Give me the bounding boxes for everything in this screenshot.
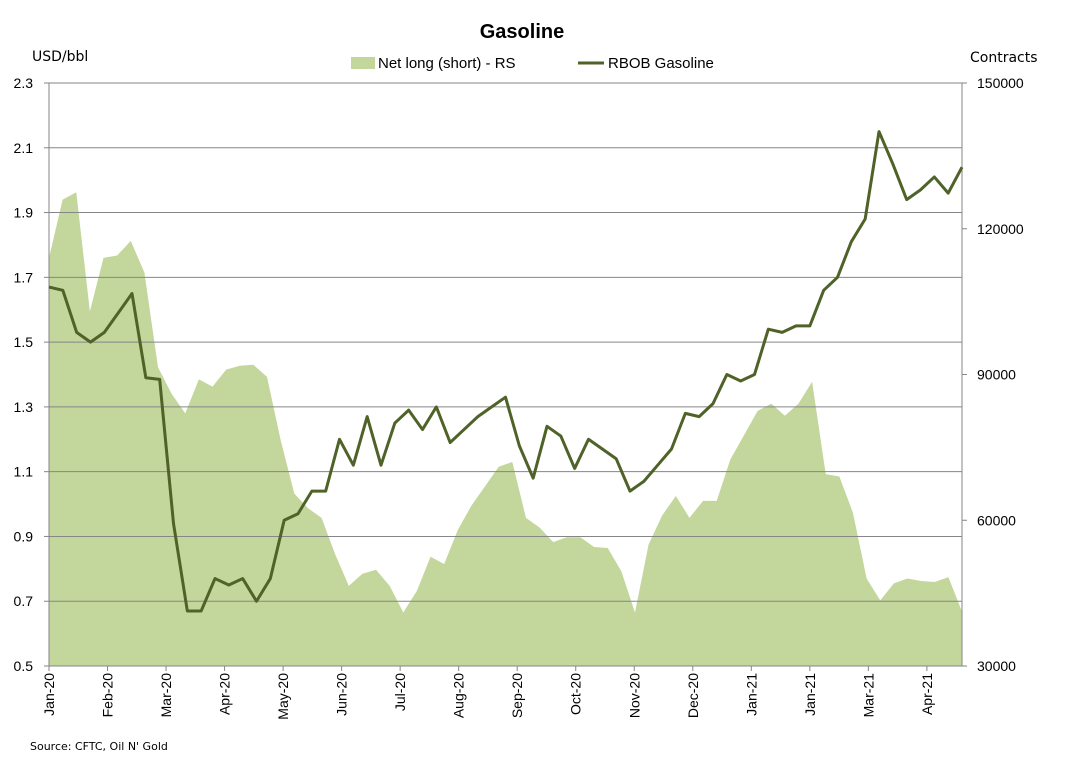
left-tick-label: 1.3 [14,399,34,415]
right-tick-label: 90000 [977,367,1016,383]
plot-area: 0.5 0.7 0.9 1.1 1.3 1.5 1.7 1.9 2.1 2.3 30000 60000… [14,75,1024,720]
x-tick-label: Mar-21 [860,673,876,718]
right-tick-label: 150000 [977,75,1024,91]
legend: Net long (short) - RS RBOB Gasoline [351,55,714,72]
x-tick-label: Aug-20 [451,673,467,718]
x-tick-label: Jun-20 [334,673,350,716]
right-tick-label: 30000 [977,658,1016,674]
legend-label-rbob: RBOB Gasoline [608,55,714,72]
x-tick-label: Mar-20 [158,673,174,718]
left-tick-label: 1.7 [14,269,34,285]
x-tick-label: Apr-21 [919,673,935,715]
x-tick-label: Jan-20 [41,673,57,716]
x-tick-label: Dec-20 [685,673,701,718]
left-tick-label: 0.9 [14,528,34,544]
x-tick-label: Jan-21 [802,673,818,716]
left-tick-label: 0.5 [14,658,34,674]
x-tick-label: Nov-20 [626,673,642,718]
x-tick-label: May-20 [275,673,291,720]
x-tick-label: Jul-20 [392,673,408,711]
left-tick-label: 0.7 [14,593,34,609]
rbob-gasoline-line [48,130,964,613]
source-note: Source: CFTC, Oil N' Gold [30,740,168,753]
right-tick-label: 120000 [977,221,1024,237]
left-tick-label: 1.9 [14,205,34,221]
x-tick-label: Apr-20 [217,673,233,715]
left-tick-label: 2.1 [14,140,34,156]
left-axis-unit: USD/bbl [32,49,88,65]
chart-title: Gasoline [480,21,564,43]
left-tick-label: 2.3 [14,75,34,91]
x-tick-label: Oct-20 [568,673,584,715]
left-tick-label: 1.5 [14,334,34,350]
legend-swatch-net-long [351,57,375,69]
left-tick-label: 1.1 [14,464,34,480]
x-tick-label: Feb-20 [100,673,116,718]
right-axis-unit: Contracts [970,50,1038,66]
right-tick-label: 60000 [977,512,1016,528]
x-tick-label: Jan-21 [743,673,759,716]
x-tick-label: Sep-20 [509,673,525,718]
legend-label-net-long: Net long (short) - RS [378,55,516,72]
